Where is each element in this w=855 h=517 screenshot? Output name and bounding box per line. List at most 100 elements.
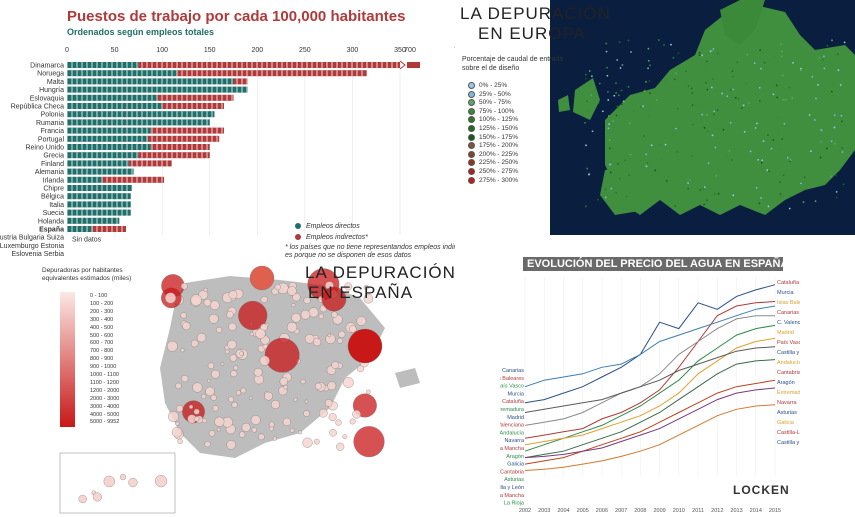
series-line — [524, 315, 775, 426]
legend-label: 275% - 300% — [479, 176, 519, 184]
plant-dot — [721, 92, 724, 95]
plant-circle — [208, 313, 219, 324]
left-series-label: Aragón — [506, 454, 524, 460]
plant-circle — [282, 417, 291, 426]
plant-dot — [646, 161, 649, 164]
left-series-label: Asturias — [504, 477, 524, 483]
plant-dot — [685, 70, 688, 73]
x-tick-label: 2011 — [692, 508, 704, 514]
plant-circle — [344, 282, 353, 291]
plant-dot — [645, 153, 648, 156]
plant-dot — [841, 120, 843, 123]
plant-dot — [772, 139, 775, 141]
plant-circle — [235, 390, 242, 396]
plant-dot — [613, 94, 616, 97]
plant-dot — [766, 169, 769, 172]
europe-map-panel — [455, 0, 855, 255]
spain-legend-item: 1000 - 1100 — [90, 372, 119, 378]
plant-circle — [335, 419, 342, 426]
plant-dot — [767, 205, 770, 208]
plant-dot — [706, 130, 709, 132]
legend-swatch-direct — [295, 223, 301, 229]
plant-dot — [702, 187, 705, 190]
plant-circle — [233, 365, 239, 371]
spain-legend-item: 200 - 300 — [90, 308, 114, 315]
plant-dot — [586, 109, 588, 112]
plant-dot — [776, 96, 779, 99]
plant-circle — [180, 312, 187, 319]
plant-dot — [758, 99, 761, 102]
plant-dot — [813, 119, 816, 121]
legend-dot — [468, 125, 475, 132]
plant-dot — [757, 158, 760, 161]
europe-legend-title: Porcentaje de caudal de entrada sobre el… — [462, 56, 564, 72]
plant-circle — [210, 394, 217, 401]
plant-dot — [788, 86, 791, 89]
plant-circle — [274, 284, 281, 291]
jobs-chart-subtitle: Ordenados según empleos totales — [67, 27, 215, 37]
plant-dot — [604, 188, 607, 191]
europe-legend-item: 150% - 175% — [468, 133, 518, 141]
plant-circle — [302, 437, 313, 448]
legend-label: 75% - 100% — [479, 107, 515, 115]
plant-dot — [621, 64, 624, 66]
bar-indirect — [162, 103, 224, 109]
plant-dot — [629, 153, 632, 156]
plant-dot — [777, 128, 780, 131]
plant-dot — [597, 101, 600, 104]
plant-dot — [835, 174, 838, 177]
left-series-label: La Rioja — [504, 501, 525, 507]
plant-dot — [712, 78, 714, 80]
plant-dot — [588, 70, 591, 72]
plant-dot — [649, 64, 651, 67]
plant-circle — [331, 361, 340, 369]
plant-dot — [760, 197, 762, 199]
europe-legend-item: 75% - 100% — [468, 107, 515, 115]
plant-circle — [259, 355, 270, 366]
category-label: Chipre — [43, 186, 64, 193]
plant-dot — [836, 53, 839, 56]
series-line — [524, 404, 776, 471]
category-label: Grecia — [43, 153, 64, 160]
plant-dot — [698, 54, 701, 57]
plant-dot — [780, 43, 783, 46]
right-series-label: Extremadura — [777, 390, 800, 396]
right-series-label: Madrid — [777, 330, 794, 336]
plant-dot — [590, 75, 593, 78]
category-label: Suecia — [43, 210, 65, 217]
europe-map — [550, 0, 855, 235]
plant-dot — [605, 50, 608, 53]
left-series-label: Castilla y León — [500, 485, 524, 491]
legend-label: 50% - 75% — [479, 99, 511, 107]
plant-dot — [645, 80, 647, 83]
series-line — [524, 284, 776, 404]
plant-dot — [616, 105, 619, 108]
x-tick-label: 2012 — [711, 508, 723, 514]
plant-dot — [713, 114, 716, 117]
bar-indirect — [92, 226, 126, 232]
plant-dot — [711, 49, 713, 52]
right-series-label: Castilla y León — [777, 350, 800, 356]
right-series-label: Castilla y León — [777, 440, 800, 446]
plant-circle — [264, 391, 273, 401]
plant-circle — [238, 300, 268, 331]
plant-dot — [755, 186, 758, 189]
plant-dot — [612, 120, 615, 123]
x-tick-label: 200 — [251, 47, 263, 54]
plant-circle — [182, 321, 191, 331]
plant-circle — [313, 438, 320, 445]
spain-legend-item: 800 - 900 — [90, 356, 114, 363]
plant-dot — [779, 181, 781, 183]
plant-circle — [209, 300, 220, 311]
plant-dot — [609, 163, 612, 166]
bar-direct — [67, 62, 139, 68]
x-tick-label: 2004 — [557, 508, 569, 514]
plant-circle — [329, 428, 337, 437]
plant-circle — [215, 326, 223, 334]
plant-circle — [190, 339, 199, 348]
plant-dot — [833, 114, 836, 117]
europe-legend-item: 275% - 300% — [468, 176, 519, 184]
plant-circle — [203, 287, 208, 292]
legend-direct-label: Empleos directos — [306, 223, 360, 230]
plant-circle — [328, 413, 337, 422]
